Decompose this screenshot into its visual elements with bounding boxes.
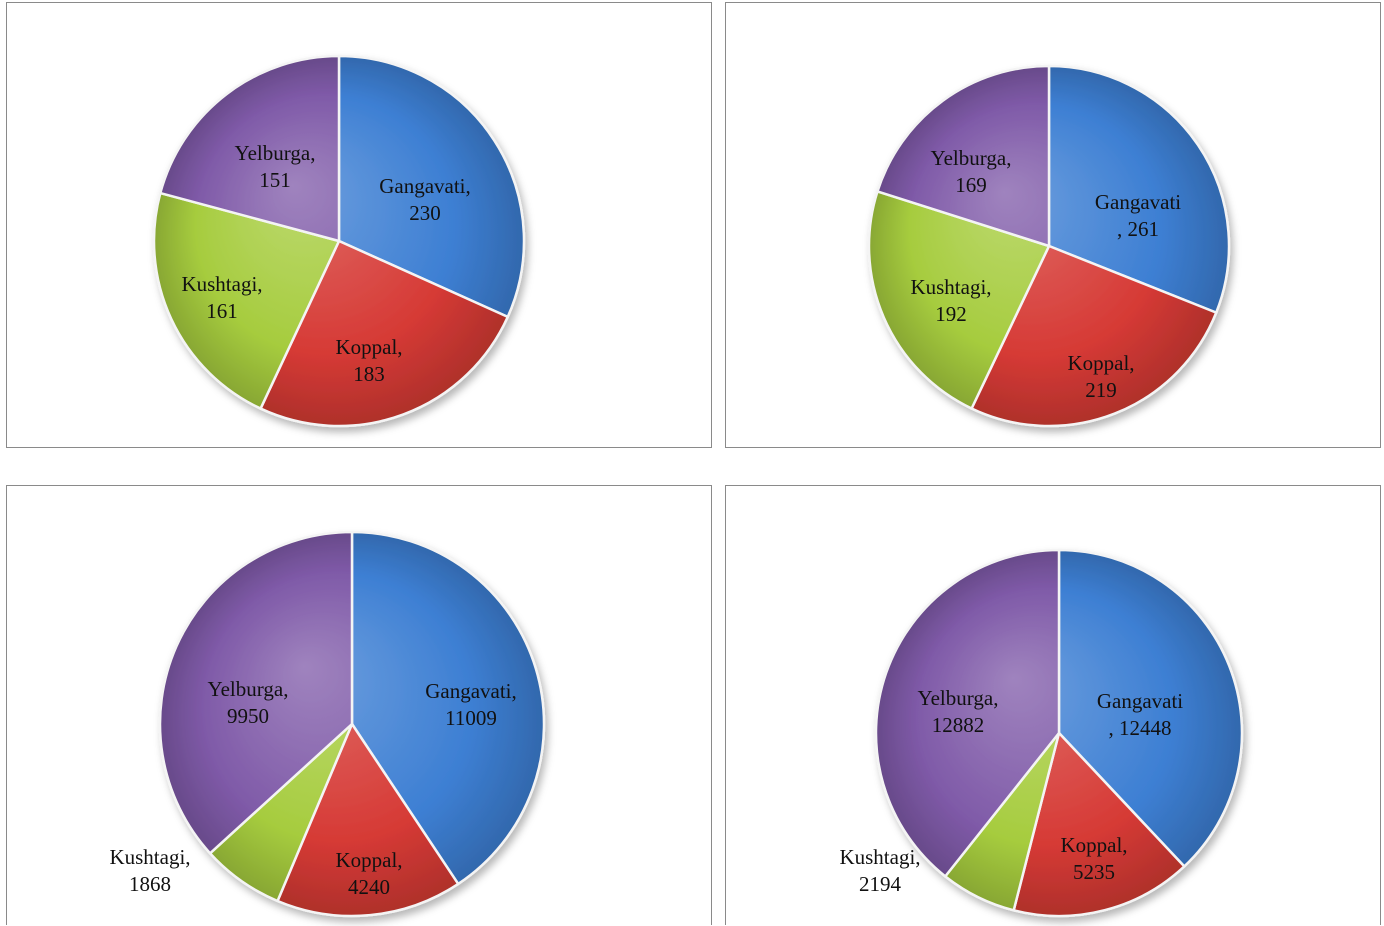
- data-label-yelburga: Yelburga, 12882: [918, 686, 999, 737]
- pie-chart-3-svg: Gangavati, 11009 Koppal, 4240 Kushtagi, 1868 Y…: [109, 530, 546, 918]
- pie-chart-2-slices: [867, 64, 1231, 428]
- pie-chart-4-svg: Gangavati, 12448 Koppal, 5235 Kushtagi, 2194…: [839, 548, 1244, 918]
- slice-gangavati: [1047, 64, 1231, 314]
- slice-koppal: [276, 722, 460, 918]
- data-label-kushtagi: Kushtagi, 1868: [109, 845, 190, 896]
- data-label-yelburga: Yelburga, 169: [931, 146, 1012, 197]
- data-label-kushtagi: Kushtagi, 192: [910, 275, 991, 326]
- data-label-yelburga: Yelburga, 9950: [208, 677, 289, 728]
- data-label-gangavati: Gangavati, 230: [379, 174, 471, 225]
- data-label-gangavati: Gangavati, 261: [1095, 190, 1181, 241]
- slice-koppal: [1012, 731, 1186, 918]
- slice-yelburga: [876, 64, 1051, 248]
- data-label-gangavati: Gangavati, 12448: [1097, 689, 1183, 740]
- pie-chart-1-slices: [152, 54, 526, 428]
- pie-chart-3: Gangavati, 11009 Koppal, 4240 Kushtagi, 1868 Y…: [6, 485, 712, 925]
- pie-chart-4-slices: [874, 548, 1244, 918]
- data-label-koppal: Koppal, 4240: [335, 848, 402, 899]
- slice-kushtagi: [867, 190, 1051, 410]
- pie-chart-2-svg: Gangavati, 261 Koppal, 219 Kushtagi, 192 Yelb…: [867, 64, 1231, 428]
- data-label-kushtagi: Kushtagi, 161: [181, 272, 262, 323]
- pie-chart-2: Gangavati, 261 Koppal, 219 Kushtagi, 192 Yelb…: [725, 2, 1381, 448]
- slice-gangavati: [1057, 548, 1244, 868]
- slice-yelburga: [158, 530, 354, 855]
- pie-chart-3-slices: [158, 530, 546, 918]
- data-label-koppal: Koppal, 5235: [1060, 833, 1127, 884]
- pie-chart-1: Gangavati, 230 Koppal, 183 Kushtagi, 161 Yelbu…: [6, 2, 712, 448]
- slice-yelburga: [874, 548, 1061, 878]
- data-label-yelburga: Yelburga, 151: [235, 141, 316, 192]
- slice-koppal: [970, 244, 1218, 428]
- data-label-koppal: Koppal, 183: [335, 335, 402, 386]
- pie-chart-1-svg: Gangavati, 230 Koppal, 183 Kushtagi, 161 Yelbu…: [152, 54, 526, 428]
- pie-chart-4: Gangavati, 12448 Koppal, 5235 Kushtagi, 2194…: [725, 485, 1381, 925]
- slice-koppal: [259, 239, 509, 428]
- slice-yelburga: [159, 54, 341, 243]
- data-label-gangavati: Gangavati, 11009: [425, 679, 517, 730]
- slice-gangavati: [337, 54, 526, 319]
- slice-kushtagi: [152, 191, 341, 410]
- data-label-kushtagi: Kushtagi, 2194: [839, 845, 920, 896]
- data-label-koppal: Koppal, 219: [1067, 351, 1134, 402]
